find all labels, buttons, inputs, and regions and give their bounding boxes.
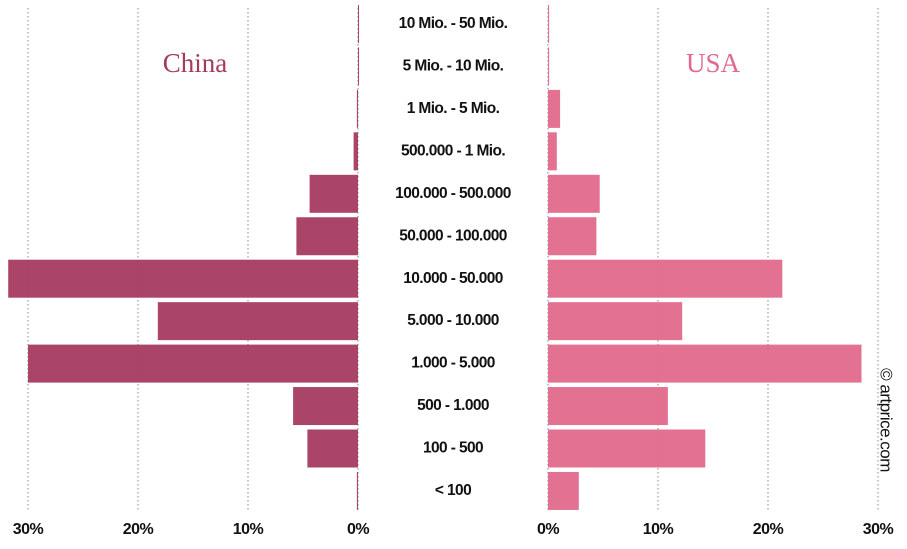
bar — [548, 344, 862, 383]
bar — [307, 429, 358, 468]
bar — [548, 259, 783, 298]
series-name: China — [163, 48, 228, 78]
x-tick-label: 0% — [537, 521, 559, 538]
x-tick-label: 20% — [123, 521, 154, 538]
bar — [548, 5, 550, 43]
x-tick-label: 20% — [753, 521, 784, 538]
category-label: 100.000 - 500.000 — [395, 185, 511, 202]
bar — [293, 387, 358, 426]
x-tick-label: 10% — [233, 521, 264, 538]
category-label: 100 - 500 — [423, 440, 483, 457]
category-label: 50.000 - 100.000 — [399, 227, 507, 244]
category-label: 10.000 - 50.000 — [403, 270, 503, 287]
x-tick-label: 30% — [863, 521, 894, 538]
series-name: USA — [686, 48, 741, 78]
category-label: 5.000 - 10.000 — [407, 312, 499, 329]
bar — [548, 387, 668, 426]
bar — [548, 429, 706, 468]
bar — [548, 174, 600, 213]
bar — [353, 132, 358, 171]
category-label: 10 Mio. - 50 Mio. — [399, 15, 508, 32]
x-tick-label: 0% — [347, 521, 369, 538]
bar — [28, 344, 358, 383]
bar — [296, 217, 358, 256]
x-tick-label: 30% — [13, 521, 44, 538]
category-label: 500 - 1.000 — [417, 397, 489, 414]
bar — [309, 174, 358, 213]
bar — [356, 471, 358, 510]
bar — [157, 302, 358, 341]
bar — [8, 259, 358, 298]
bar — [548, 132, 557, 171]
bar — [358, 47, 359, 86]
bar — [548, 302, 683, 341]
bar — [548, 89, 561, 128]
bar — [548, 47, 550, 86]
x-tick-label: 10% — [643, 521, 674, 538]
category-label: 5 Mio. - 10 Mio. — [403, 58, 504, 75]
category-label: 1.000 - 5.000 — [411, 355, 495, 372]
bar — [356, 89, 358, 128]
category-label: < 100 — [435, 482, 471, 499]
category-label: 1 Mio. - 5 Mio. — [407, 100, 500, 117]
bar — [358, 5, 359, 43]
copyright: © artprice.com — [877, 368, 896, 472]
bar — [548, 471, 579, 510]
category-label: 500.000 - 1 Mio. — [401, 142, 505, 159]
bar — [548, 217, 597, 256]
